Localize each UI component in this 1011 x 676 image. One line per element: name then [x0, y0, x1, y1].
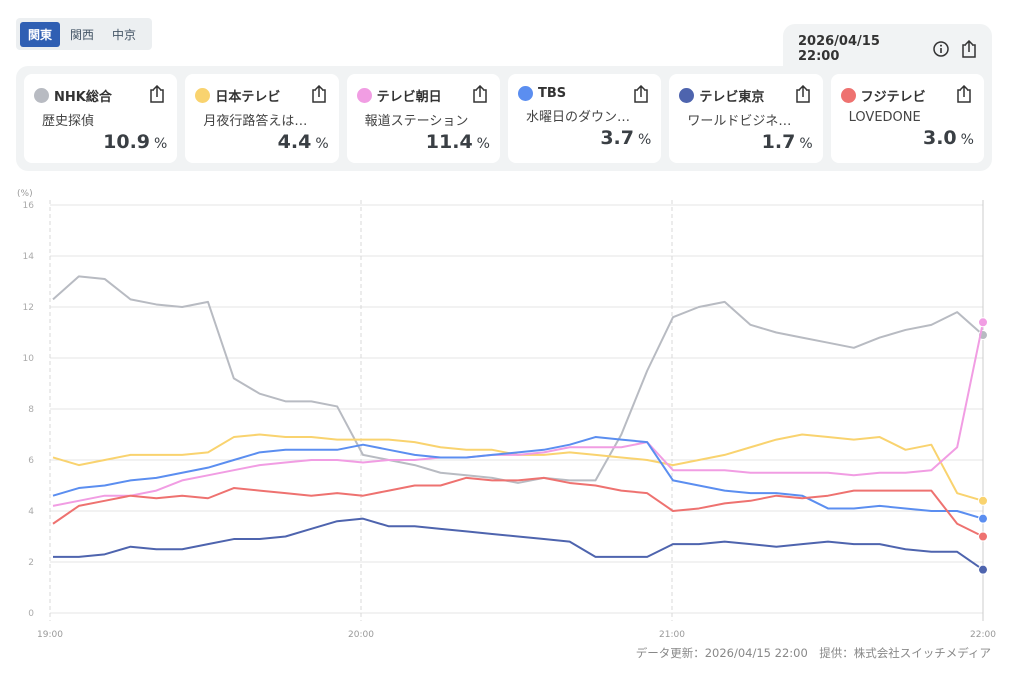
- rating-unit: %: [638, 132, 652, 148]
- rating-value: 3.7%: [518, 127, 651, 149]
- series-line-1: [52, 433, 984, 502]
- share-icon[interactable]: [472, 85, 488, 103]
- rating-unit: %: [960, 132, 974, 148]
- station-name: フジテレビ: [860, 90, 926, 105]
- program-title: ワールドビジネ…: [687, 114, 792, 129]
- rating-number: 3.7: [600, 127, 634, 149]
- timestamp: 2026/04/15 22:00: [798, 34, 880, 64]
- x-tick-label: 20:00: [348, 630, 374, 640]
- rating-unit: %: [476, 136, 490, 152]
- y-tick-label: 12: [23, 303, 34, 313]
- y-tick-label: 8: [28, 405, 34, 415]
- station-card[interactable]: 日本テレビ 月夜行路答えは… 4.4%: [185, 74, 339, 163]
- station-header: フジテレビ: [840, 86, 974, 105]
- rating-number: 11.4: [425, 131, 473, 153]
- station-card[interactable]: テレビ朝日 報道ステーション 11.4%: [346, 74, 500, 163]
- rating-number: 10.9: [103, 131, 151, 153]
- station-color-dot: [517, 86, 533, 101]
- y-tick-label: 4: [28, 507, 34, 517]
- tab-kansai[interactable]: 関西: [70, 27, 95, 42]
- rating-number: 4.4: [277, 131, 312, 153]
- rating-value: 4.4%: [195, 131, 329, 153]
- share-icon[interactable]: [795, 85, 811, 103]
- info-icon[interactable]: [933, 41, 949, 57]
- station-header: 日本テレビ: [195, 86, 328, 105]
- y-tick-label: 2: [28, 558, 34, 568]
- station-color-dot: [34, 88, 49, 103]
- x-tick-label: 21:00: [659, 630, 685, 640]
- rating-unit: %: [154, 136, 168, 152]
- station-card[interactable]: テレビ東京 ワールドビジネ… 1.7%: [669, 74, 823, 163]
- rating-value: 10.9%: [34, 131, 167, 153]
- rating-value: 1.7%: [679, 131, 813, 153]
- share-icon[interactable]: [149, 85, 165, 103]
- program-title: 報道ステーション: [364, 114, 469, 129]
- station-header: NHK総合: [34, 86, 167, 105]
- y-tick-label: 0: [28, 609, 34, 619]
- rating-number: 3.0: [922, 127, 957, 149]
- rating-value: 3.0%: [841, 127, 974, 149]
- rating-value: 11.4%: [357, 131, 490, 153]
- station-header: テレビ東京: [679, 86, 812, 105]
- timestamp-header: 2026/04/15 22:00: [783, 24, 992, 74]
- station-cards: NHK総合 歴史探偵 10.9% 日本テレビ 月夜行路答えは… 4.4% テレビ朝日…: [16, 66, 992, 171]
- station-name: テレビ東京: [699, 90, 765, 105]
- rating-unit: %: [315, 136, 329, 152]
- y-tick-label: 14: [23, 252, 35, 262]
- station-header: TBS: [517, 86, 651, 101]
- series-end-marker[interactable]: [978, 531, 988, 542]
- station-name: NHK総合: [54, 90, 112, 105]
- station-color-dot: [679, 88, 695, 103]
- share-icon[interactable]: [633, 85, 649, 103]
- ratings-chart: (%) 0 2 4 6 8 10 12 14 16 19:00 20:00 21:00 22:00: [17, 189, 996, 640]
- station-card[interactable]: フジテレビ LOVEDONE 3.0%: [830, 74, 984, 163]
- series-end-marker[interactable]: [978, 495, 988, 506]
- series-end-marker[interactable]: [978, 513, 988, 524]
- tab-kanto[interactable]: 関東: [20, 21, 61, 47]
- rating-number: 1.7: [761, 131, 796, 153]
- x-tick-label: 19:00: [37, 630, 63, 640]
- program-title: 歴史探偵: [42, 114, 95, 129]
- region-tabs: 関東 関西 中京: [16, 18, 152, 50]
- series-end-marker[interactable]: [978, 564, 988, 575]
- x-tick-label: 22:00: [970, 630, 996, 640]
- station-header: テレビ朝日: [356, 86, 490, 105]
- station-name: テレビ朝日: [376, 90, 442, 105]
- station-color-dot: [195, 88, 211, 103]
- footer-credit: データ更新：2026/04/15 22:00 提供：株式会社スイッチメディア: [635, 646, 991, 660]
- program-title: 月夜行路答えは…: [203, 114, 308, 129]
- share-icon[interactable]: [311, 85, 327, 103]
- station-color-dot: [356, 88, 372, 103]
- series-end-marker[interactable]: [978, 317, 988, 328]
- y-tick-label: 6: [28, 456, 34, 466]
- tab-chukyo[interactable]: 中京: [112, 27, 137, 42]
- program-title: LOVEDONE: [848, 110, 921, 125]
- station-card[interactable]: NHK総合 歴史探偵 10.9%: [24, 74, 178, 163]
- y-axis-unit: (%): [17, 189, 33, 199]
- y-tick-label: 16: [23, 201, 35, 211]
- station-card[interactable]: TBS 水曜日のダウン… 3.7%: [507, 74, 662, 163]
- share-icon[interactable]: [961, 40, 977, 58]
- series-line-2: [52, 322, 984, 507]
- y-tick-label: 10: [23, 354, 35, 364]
- station-name: 日本テレビ: [215, 90, 281, 105]
- series-line-5: [52, 476, 984, 538]
- rating-unit: %: [799, 136, 813, 152]
- station-name: TBS: [537, 86, 567, 101]
- program-title: 水曜日のダウン…: [525, 110, 630, 125]
- share-icon[interactable]: [956, 85, 972, 103]
- series-line-3: [52, 436, 984, 520]
- station-color-dot: [840, 88, 856, 103]
- series-line-4: [53, 517, 984, 571]
- series-line-0: [52, 275, 984, 484]
